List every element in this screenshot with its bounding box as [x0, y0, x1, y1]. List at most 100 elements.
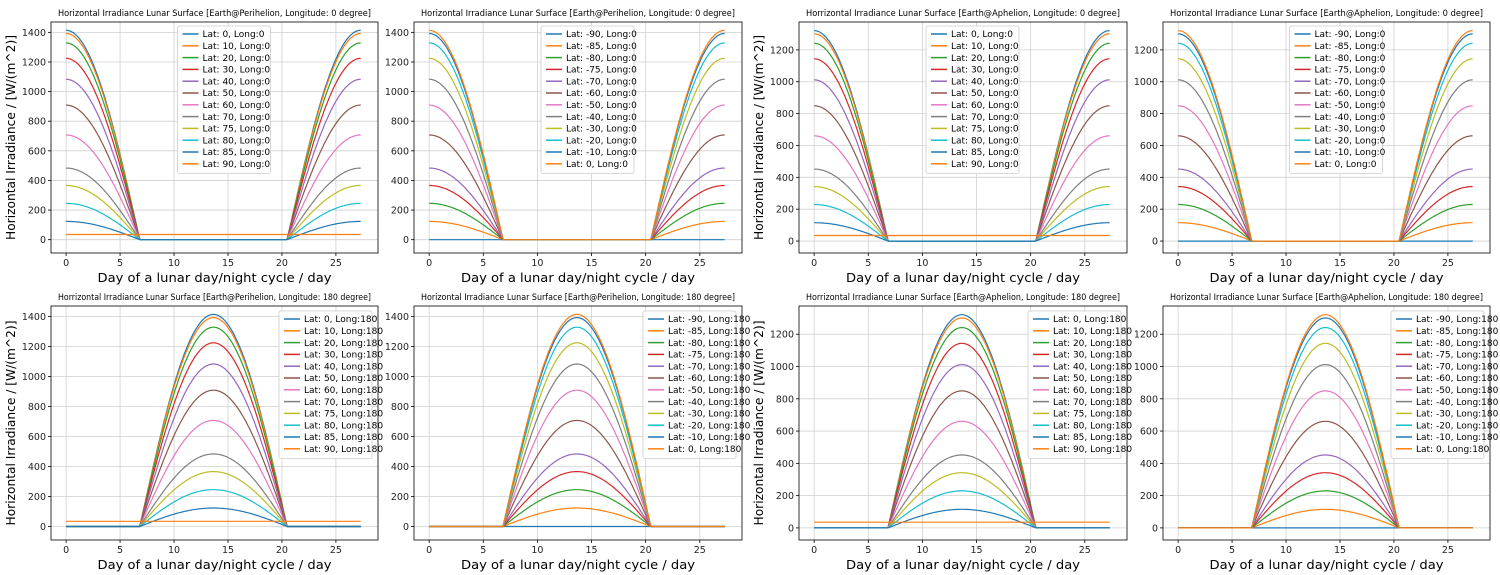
x-tick-label: 0 — [811, 545, 817, 556]
legend-label: Lat: 40, Long:0 — [203, 77, 271, 87]
y-tick-label: 1200 — [22, 342, 46, 353]
y-tick-label: 400 — [1140, 459, 1158, 470]
legend-label: Lat: -80, Long:0 — [1315, 54, 1386, 64]
x-tick-label: 10 — [916, 258, 928, 269]
series-line — [1178, 30, 1473, 242]
legend-label: Lat: 70, Long:180 — [1053, 398, 1132, 408]
x-tick-label: 10 — [1280, 545, 1292, 556]
series-line — [814, 508, 1110, 529]
legend-label: Lat: 60, Long:180 — [304, 386, 383, 396]
y-tick-label: 0 — [788, 237, 794, 248]
legend-label: Lat: -20, Long:0 — [1315, 136, 1386, 146]
series-group — [429, 313, 725, 528]
x-tick-label: 20 — [1025, 545, 1037, 556]
x-tick-label: 5 — [865, 258, 871, 269]
legend-label: Lat: 30, Long:0 — [951, 66, 1019, 76]
legend-label: Lat: -50, Long:0 — [566, 101, 637, 111]
legend-label: Lat: 70, Long:180 — [304, 398, 383, 408]
legend-label: Lat: -40, Long:0 — [1315, 113, 1386, 123]
legend-label: Lat: 60, Long:0 — [203, 101, 271, 111]
legend-label: Lat: 0, Long:0 — [951, 30, 1013, 40]
subplot-5: 0 5 10 15 20 25 0 200 400 600 800 1000 1200 1400 Horri… — [4, 293, 383, 572]
legend-label: Lat: -80, Long:180 — [1416, 339, 1499, 349]
legend-label: Lat: -50, Long:0 — [1315, 101, 1386, 111]
legend-box — [540, 25, 635, 175]
legend-label: Lat: -75, Long:180 — [1416, 351, 1499, 361]
legend-label: Lat: -90, Long:180 — [1416, 315, 1499, 325]
legend: Lat: -90, Long:0 Lat: -85, Long:0 Lat: -80… — [1289, 25, 1386, 175]
legend-box — [1390, 310, 1485, 460]
legend-label: Lat: 0, Long:0 — [1315, 160, 1377, 170]
y-tick-label: 600 — [28, 432, 46, 443]
y-tick-label: 1200 — [385, 57, 409, 68]
legend-label: Lat: -80, Long:0 — [566, 54, 637, 64]
x-tick-label: 25 — [1079, 545, 1091, 556]
series-line — [429, 313, 725, 528]
y-tick-label: 600 — [391, 432, 409, 443]
y-tick-label: 400 — [1140, 173, 1158, 184]
y-tick-label: 800 — [776, 394, 794, 405]
y-tick-label: 200 — [776, 205, 794, 216]
legend-label: Lat: 80, Long:180 — [304, 421, 383, 431]
legend-label: Lat: 20, Long:0 — [203, 54, 271, 64]
y-tick-label: 0 — [403, 235, 409, 246]
legend-box — [642, 310, 737, 460]
y-tick-label: 400 — [28, 462, 46, 473]
legend-label: Lat: -10, Long:180 — [668, 433, 751, 443]
x-tick-label: 10 — [531, 258, 543, 269]
legend-label: Lat: 0, Long:180 — [1416, 445, 1490, 455]
y-tick-label: 1400 — [385, 312, 409, 323]
legend-label: Lat: -85, Long:0 — [566, 42, 637, 52]
x-tick-label: 5 — [117, 545, 123, 556]
y-tick-label: 800 — [776, 109, 794, 120]
x-tick-label: 20 — [276, 258, 288, 269]
legend-box — [925, 25, 1020, 175]
y-tick-label: 0 — [788, 523, 794, 534]
x-tick-label: 5 — [480, 545, 486, 556]
series-group — [814, 30, 1110, 242]
legend-label: Lat: -85, Long:180 — [668, 327, 751, 337]
y-tick-label: 200 — [28, 206, 46, 217]
legend: Lat: 0, Long:180 Lat: 10, Long:180 Lat: 20… — [278, 310, 383, 460]
y-tick-label: 800 — [1140, 109, 1158, 120]
legend-label: Lat: -40, Long:180 — [1416, 398, 1499, 408]
y-tick-label: 200 — [391, 206, 409, 217]
series-group — [1178, 30, 1473, 242]
legend-label: Lat: -70, Long:0 — [566, 77, 637, 87]
subplot-title: Horizontal Irradiance Lunar Surface [Ear… — [58, 9, 371, 19]
legend-label: Lat: 50, Long:180 — [1053, 374, 1132, 384]
y-tick-label: 1000 — [385, 372, 409, 383]
x-tick-label: 0 — [811, 258, 817, 269]
legend-label: Lat: 90, Long:180 — [304, 445, 383, 455]
plot-frame — [50, 305, 379, 541]
legend-label: Lat: 75, Long:180 — [1053, 410, 1132, 420]
legend-label: Lat: 60, Long:0 — [951, 101, 1019, 111]
legend-label: Lat: -75, Long:180 — [668, 351, 751, 361]
legend-label: Lat: -60, Long:0 — [1315, 89, 1386, 99]
legend-label: Lat: 85, Long:180 — [304, 433, 383, 443]
x-tick-label: 15 — [970, 258, 982, 269]
legend-label: Lat: 80, Long:0 — [203, 136, 271, 146]
series-group — [814, 314, 1110, 529]
y-tick-label: 200 — [776, 491, 794, 502]
x-tick-label: 0 — [1175, 258, 1181, 269]
x-tick-label: 10 — [168, 258, 180, 269]
x-tick-label: 15 — [585, 545, 597, 556]
y-tick-label: 800 — [1140, 394, 1158, 405]
legend-label: Lat: 70, Long:0 — [203, 113, 271, 123]
y-tick-label: 400 — [391, 462, 409, 473]
y-tick-label: 1400 — [22, 312, 46, 323]
series-group — [429, 29, 725, 241]
series-group — [1178, 314, 1473, 529]
y-tick-label: 1200 — [770, 330, 794, 341]
legend-label: Lat: 0, Long:180 — [1053, 315, 1127, 325]
y-tick-label: 600 — [1140, 427, 1158, 438]
y-tick-label: 800 — [28, 402, 46, 413]
legend-label: Lat: 20, Long:180 — [1053, 339, 1132, 349]
y-tick-label: 600 — [776, 427, 794, 438]
x-tick-label: 15 — [222, 545, 234, 556]
series-group — [66, 29, 361, 241]
legend-label: Lat: -10, Long:0 — [1315, 148, 1386, 158]
legend-label: Lat: 75, Long:180 — [304, 410, 383, 420]
